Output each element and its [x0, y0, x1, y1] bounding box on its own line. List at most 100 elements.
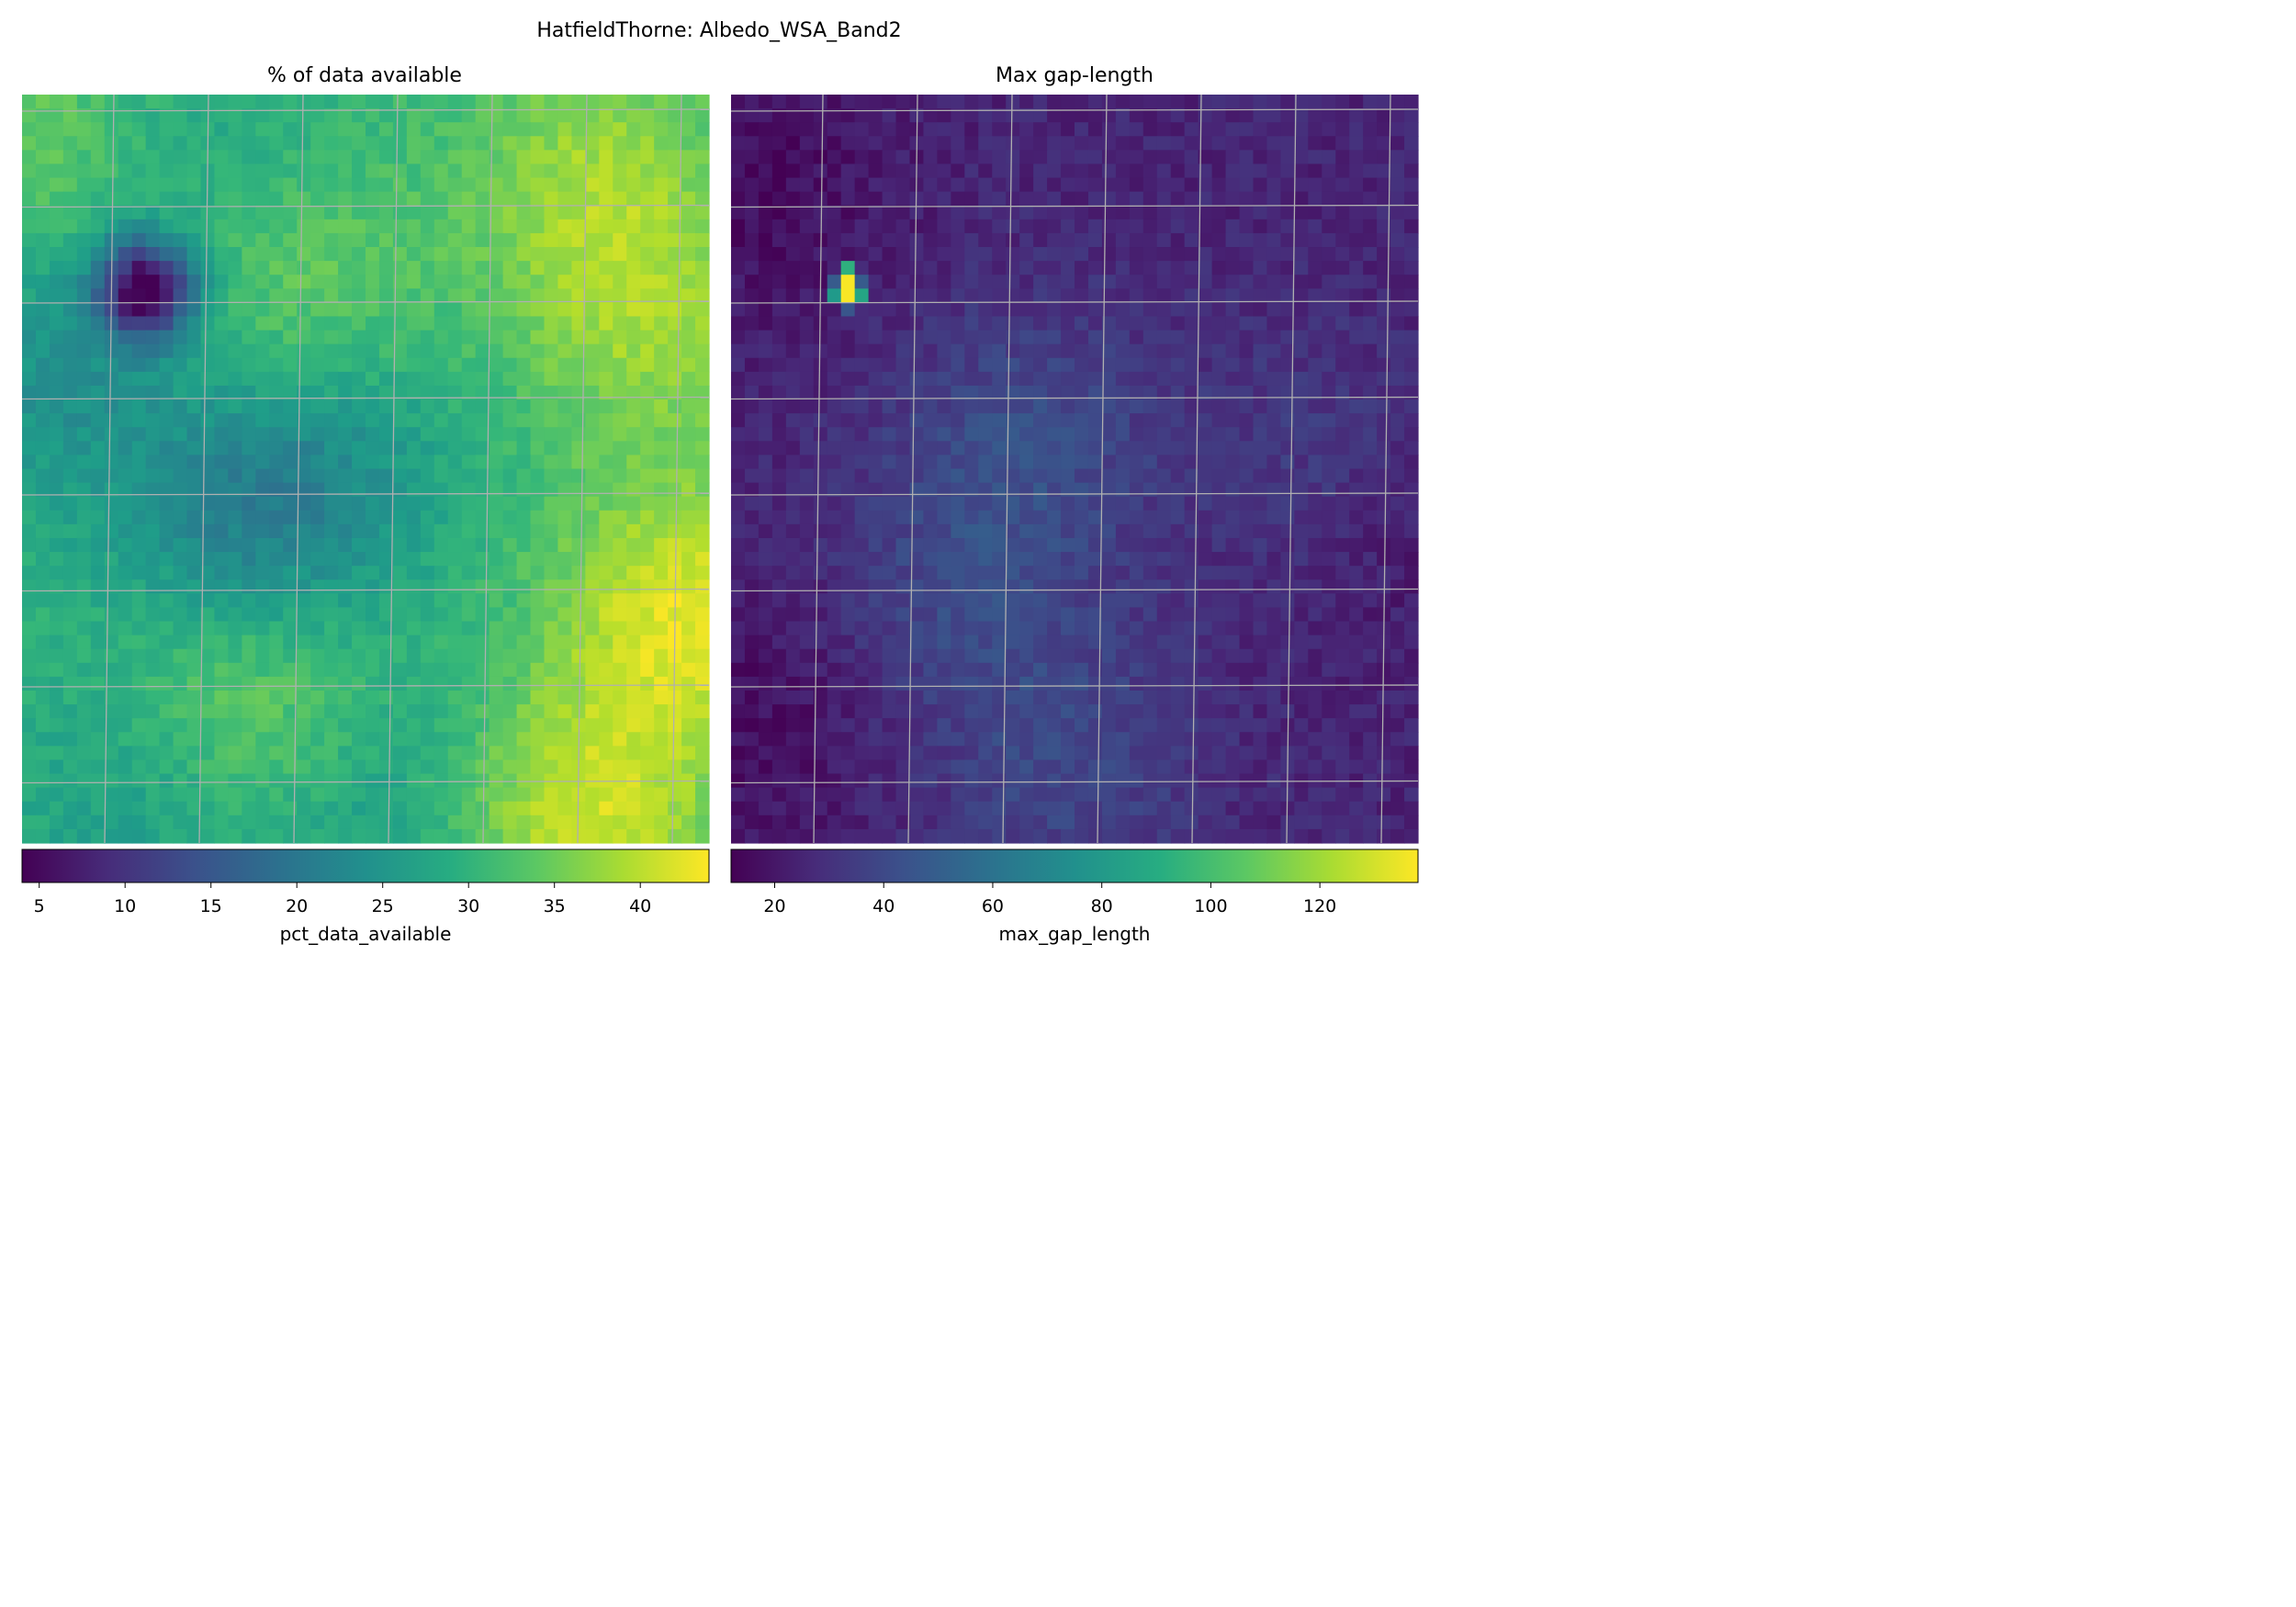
heatmap-cell	[214, 593, 229, 609]
heatmap-cell	[1253, 288, 1268, 303]
heatmap-cell	[744, 648, 760, 664]
heatmap-cell	[352, 330, 366, 345]
heatmap-cell	[90, 191, 106, 207]
heatmap-cell	[1184, 122, 1199, 137]
heatmap-cell	[35, 787, 51, 803]
heatmap-cell	[186, 163, 202, 179]
heatmap-cell	[22, 566, 37, 580]
heatmap-cell	[338, 690, 353, 705]
heatmap-cell	[516, 801, 532, 816]
heatmap-cell	[186, 371, 202, 387]
heatmap-cell	[1087, 288, 1103, 303]
heatmap-cell	[1101, 288, 1117, 303]
heatmap-cell	[1266, 427, 1281, 442]
heatmap-cell	[516, 219, 532, 234]
heatmap-cell	[1211, 150, 1227, 165]
heatmap-cell	[104, 399, 119, 414]
heatmap-cell	[420, 232, 435, 248]
heatmap-cell	[785, 621, 801, 636]
heatmap-cell	[868, 122, 884, 137]
heatmap-cell	[131, 357, 147, 373]
heatmap-cell	[35, 648, 51, 664]
heatmap-cell	[854, 177, 870, 193]
heatmap-cell	[1225, 399, 1241, 414]
heatmap-cell	[269, 552, 284, 567]
heatmap-cell	[771, 690, 787, 705]
heatmap-cell	[366, 648, 380, 664]
heatmap-cell	[76, 482, 92, 498]
heatmap-cell	[613, 455, 627, 470]
heatmap-cell	[420, 579, 435, 594]
heatmap-cell	[1280, 261, 1295, 275]
heatmap-cell	[90, 441, 106, 455]
heatmap-cell	[1239, 621, 1255, 636]
heatmap-cell	[1266, 455, 1281, 470]
heatmap-cell	[599, 232, 613, 248]
heatmap-cell	[1253, 261, 1268, 275]
heatmap-cell	[840, 205, 856, 220]
heatmap-cell	[214, 343, 229, 359]
heatmap-cell	[378, 261, 394, 275]
heatmap-cell	[1377, 232, 1391, 248]
heatmap-cell	[681, 566, 696, 580]
heatmap-cell	[1225, 316, 1241, 332]
heatmap-cell	[297, 787, 311, 803]
heatmap-cell	[159, 579, 174, 594]
heatmap-cell	[1390, 191, 1405, 207]
heatmap-cell	[214, 496, 229, 511]
heatmap-cell	[1253, 219, 1268, 234]
heatmap-cell	[1101, 427, 1117, 442]
heatmap-cell	[324, 163, 339, 179]
heatmap-cell	[173, 676, 188, 691]
heatmap-cell	[1211, 288, 1227, 303]
heatmap-cell	[1225, 177, 1241, 193]
heatmap-cell	[771, 579, 787, 594]
heatmap-cell	[640, 468, 655, 484]
heatmap-cell	[516, 302, 532, 318]
heatmap-cell	[502, 746, 518, 761]
heatmap-cell	[868, 385, 884, 400]
heatmap-cell	[200, 371, 216, 387]
heatmap-cell	[1101, 219, 1117, 234]
heatmap-cell	[255, 607, 270, 623]
heatmap-cell	[1156, 621, 1172, 636]
heatmap-cell	[1170, 191, 1186, 207]
heatmap-cell	[489, 205, 504, 220]
heatmap-cell	[978, 537, 993, 553]
heatmap-cell	[613, 621, 627, 636]
heatmap-cell	[895, 427, 911, 442]
heatmap-cell	[1198, 496, 1213, 511]
heatmap-cell	[1308, 371, 1322, 387]
heatmap-cell	[22, 787, 37, 803]
heatmap-cell	[516, 787, 532, 803]
heatmap-cell	[35, 579, 51, 594]
heatmap-cell	[654, 371, 669, 387]
heatmap-cell	[145, 635, 161, 650]
heatmap-cell	[62, 662, 78, 678]
heatmap-cell	[544, 275, 559, 289]
heatmap-cell	[1047, 690, 1062, 705]
heatmap-cell	[1184, 635, 1199, 650]
heatmap-cell	[1253, 108, 1268, 123]
heatmap-cell	[1047, 330, 1062, 345]
heatmap-cell	[1280, 510, 1295, 525]
heatmap-cell	[145, 275, 161, 289]
heatmap-cell	[297, 302, 311, 318]
heatmap-cell	[406, 399, 422, 414]
heatmap-cell	[502, 219, 518, 234]
heatmap-cell	[937, 455, 951, 470]
heatmap-cell	[310, 455, 325, 470]
heatmap-cell	[695, 676, 710, 691]
heatmap-cell	[530, 635, 546, 650]
heatmap-cell	[447, 635, 463, 650]
heatmap-cell	[654, 496, 669, 511]
heatmap-cell	[1006, 482, 1020, 498]
heatmap-cell	[785, 704, 801, 719]
heatmap-cell	[668, 441, 682, 455]
heatmap-cell	[992, 441, 1007, 455]
heatmap-cell	[1198, 177, 1213, 193]
heatmap-cell	[118, 787, 133, 803]
heatmap-cell	[1349, 122, 1364, 137]
heatmap-cell	[1335, 385, 1350, 400]
heatmap-cell	[1308, 399, 1322, 414]
